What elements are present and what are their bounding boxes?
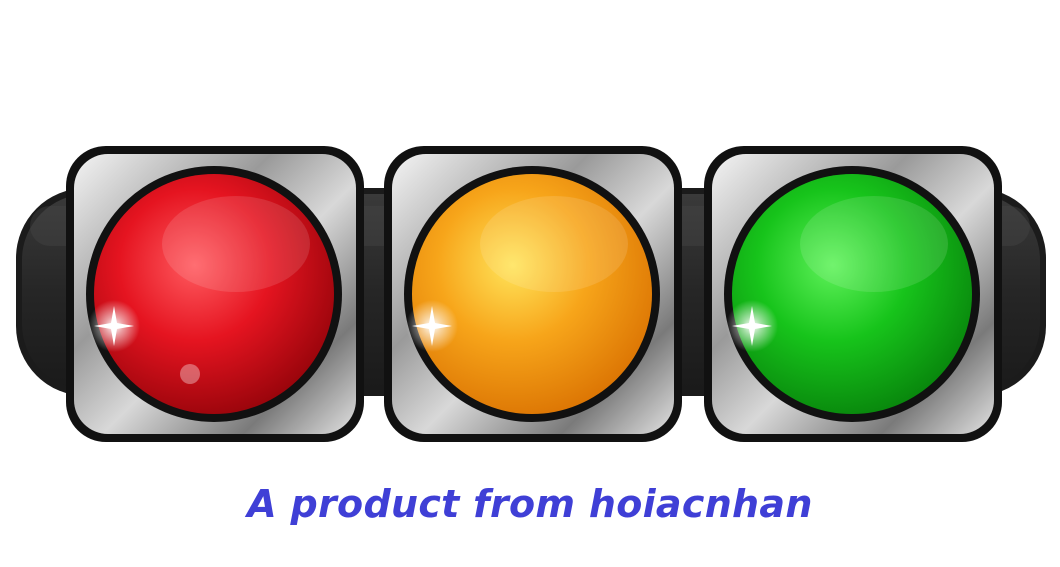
green-lamp (704, 146, 1002, 442)
caption-text: A product from hoiacnhan (247, 482, 813, 526)
red-lamp (66, 146, 364, 442)
amber-lamp (384, 146, 682, 442)
